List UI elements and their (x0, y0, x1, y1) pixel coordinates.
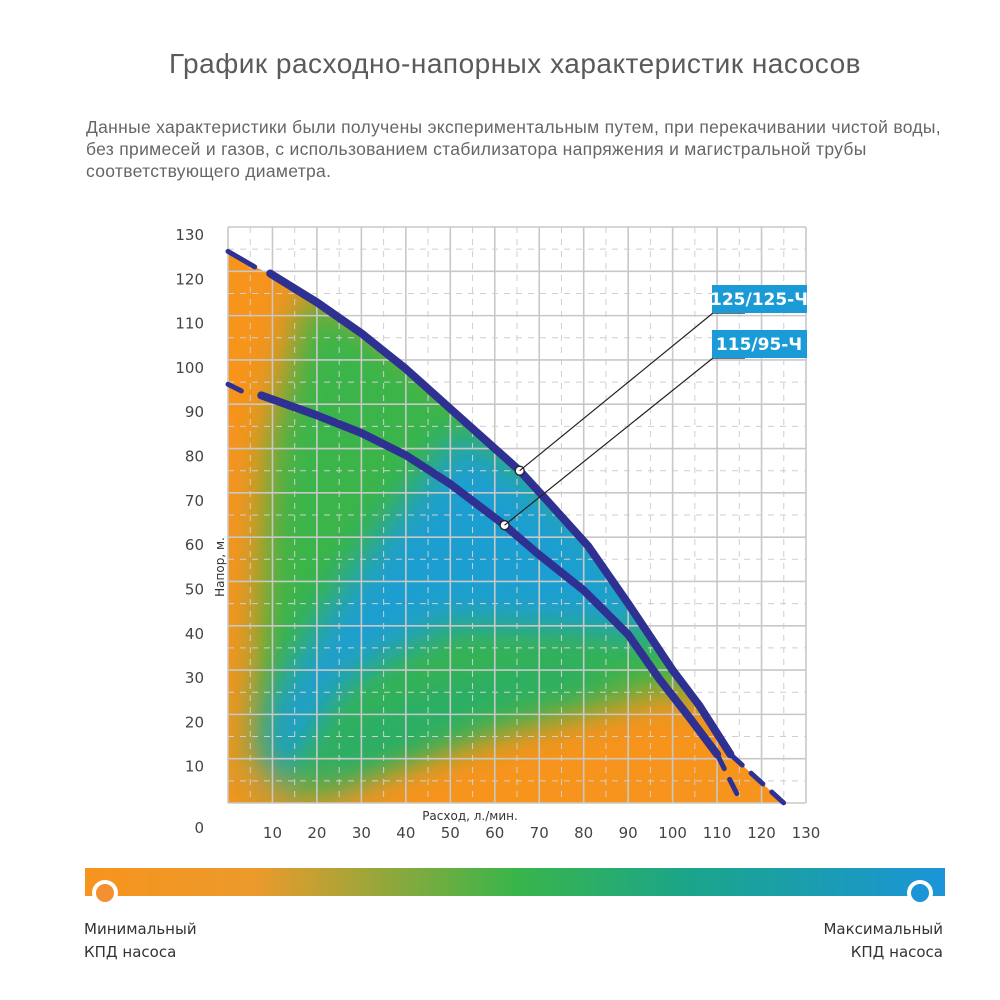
x-tick-label: 60 (485, 824, 504, 842)
x-tick-label: 120 (747, 824, 776, 842)
max-efficiency-label: Максимальный КПД насоса (823, 918, 943, 964)
curve-line (257, 391, 722, 759)
grid (227, 226, 807, 804)
y-tick-label: 110 (175, 315, 204, 333)
y-tick-label: 130 (175, 226, 204, 244)
page-title: График расходно-напорных характеристик н… (168, 48, 862, 79)
max-efficiency-marker (907, 880, 933, 906)
y-tick-label: 80 (185, 448, 204, 466)
curve-dashed-end (727, 751, 787, 806)
x-tick-label: 40 (396, 824, 415, 842)
curve-dashed-start (225, 248, 258, 270)
y-tick-label: 50 (185, 580, 204, 598)
efficiency-legend-bar (85, 868, 945, 896)
x-axis-title: Расход, л./мин. (422, 809, 518, 823)
min-label-line2: КПД насоса (84, 943, 177, 961)
callout-label: 125/125-Ч (710, 290, 808, 310)
y-tick-label: 20 (185, 713, 204, 731)
y-tick-label: 90 (185, 403, 204, 421)
x-tick-label: 90 (619, 824, 638, 842)
y-tick-label: 60 (185, 536, 204, 554)
min-efficiency-label: Минимальный КПД насоса (84, 918, 197, 964)
curve-dashed-start (225, 381, 244, 394)
x-tick-label: 110 (703, 824, 732, 842)
y-tick-label: 100 (175, 359, 204, 377)
y-tick-label: 120 (175, 270, 204, 288)
y-tick-label: 40 (185, 625, 204, 643)
y-tick-label: 70 (185, 492, 204, 510)
max-label-line2: КПД насоса (850, 943, 943, 961)
x-tick-label: 70 (530, 824, 549, 842)
callout-label-bg (712, 285, 807, 313)
y-axis-title: Напор, м. (213, 537, 227, 597)
x-tick-label: 10 (263, 824, 282, 842)
max-label-line1: Максимальный (823, 920, 943, 938)
x-tick-label: 20 (307, 824, 326, 842)
description: Данные характеристики были получены эксп… (86, 117, 941, 181)
x-tick-label: 80 (574, 824, 593, 842)
y-tick-label: 30 (185, 669, 204, 687)
x-tick-label: 30 (352, 824, 371, 842)
min-label-line1: Минимальный (84, 920, 197, 938)
x-tick-label: 130 (792, 824, 821, 842)
x-tick-label: 100 (658, 824, 687, 842)
curve-dashed-end (714, 751, 744, 806)
x-tick-label: 50 (441, 824, 460, 842)
origin-label: 0 (194, 819, 204, 837)
callout-leader-line (519, 312, 745, 472)
y-tick-label: 10 (185, 758, 204, 776)
min-efficiency-marker (92, 880, 118, 906)
callout-label-bg (712, 330, 807, 358)
callout-label: 115/95-Ч (716, 335, 802, 355)
